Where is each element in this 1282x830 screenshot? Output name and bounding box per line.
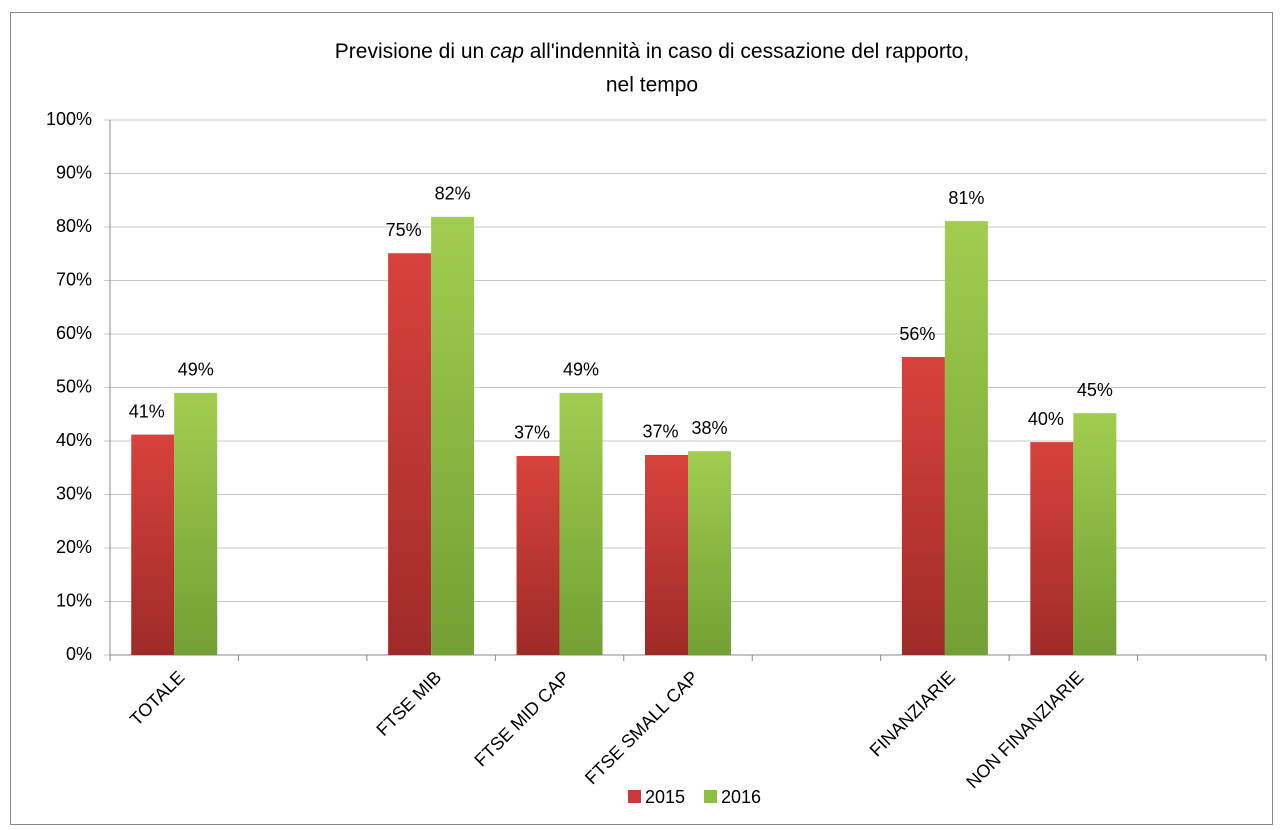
y-tick-label: 90% xyxy=(56,162,92,182)
chart-title: Previsione di un cap all'indennità in ca… xyxy=(335,40,969,63)
bar xyxy=(944,221,988,656)
bar xyxy=(559,392,603,655)
bar xyxy=(1073,413,1117,655)
legend-label: 2015 xyxy=(645,787,685,807)
legend-label: 2016 xyxy=(721,787,761,807)
data-label: 41% xyxy=(129,401,165,421)
data-label: 45% xyxy=(1077,380,1113,400)
bar xyxy=(431,216,475,655)
y-tick-label: 30% xyxy=(56,483,92,503)
y-tick-label: 70% xyxy=(56,269,92,289)
chart-title: nel tempo xyxy=(606,74,698,97)
data-label: 49% xyxy=(563,360,599,380)
data-label: 49% xyxy=(178,360,214,380)
data-label: 40% xyxy=(1028,409,1064,429)
data-label: 37% xyxy=(514,423,550,443)
data-label: 81% xyxy=(948,188,984,208)
data-label: 82% xyxy=(435,184,471,204)
data-label: 56% xyxy=(899,324,935,344)
chart-border xyxy=(10,12,1273,825)
legend-swatch xyxy=(628,790,641,803)
y-tick-label: 80% xyxy=(56,216,92,236)
legend-swatch xyxy=(704,790,717,803)
y-tick-label: 50% xyxy=(56,376,92,396)
data-label: 37% xyxy=(642,422,678,442)
bar xyxy=(174,392,218,655)
bar xyxy=(688,451,731,655)
y-tick-label: 10% xyxy=(56,590,92,610)
y-tick-label: 40% xyxy=(56,430,92,450)
bar xyxy=(388,253,432,655)
bar xyxy=(1030,442,1074,655)
y-tick-label: 20% xyxy=(56,537,92,557)
bar xyxy=(131,434,175,655)
y-tick-label: 100% xyxy=(46,109,92,129)
y-tick-label: 60% xyxy=(56,323,92,343)
y-tick-label: 0% xyxy=(66,644,92,664)
data-label: 38% xyxy=(691,418,727,438)
bar xyxy=(645,454,688,655)
bar xyxy=(901,357,945,655)
bar xyxy=(516,455,560,655)
data-label: 75% xyxy=(386,220,422,240)
